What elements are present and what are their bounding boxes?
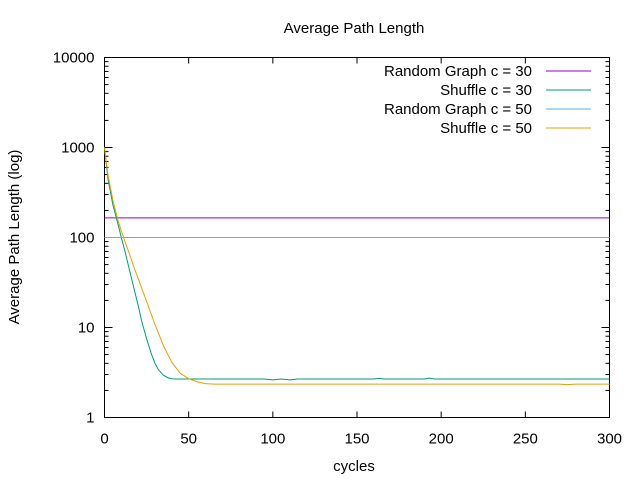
- y-tick-label: 1: [86, 410, 94, 427]
- legend-label: Shuffle c = 50: [440, 120, 532, 137]
- series-layer: [104, 147, 610, 386]
- x-tick-label: 200: [429, 431, 454, 448]
- series-line-4: [104, 147, 610, 386]
- chart-title: Average Path Length: [284, 20, 425, 37]
- x-tick-label: 50: [180, 431, 197, 448]
- series-line-2: [104, 147, 610, 381]
- x-tick-label: 0: [100, 431, 108, 448]
- x-axis-label: cycles: [333, 458, 375, 475]
- y-tick-label: 100: [69, 230, 94, 247]
- x-axis: 0 50 100 150 200 250 300: [100, 57, 622, 448]
- y-axis: 1 10 100 1000 10000: [53, 50, 610, 427]
- y-tick-label: 10000: [53, 50, 95, 67]
- x-tick-label: 150: [344, 431, 369, 448]
- y-axis-label: Average Path Length (log): [6, 150, 23, 325]
- y-tick-label: 10: [78, 320, 95, 337]
- legend-label: Random Graph c = 30: [384, 63, 532, 80]
- x-tick-label: 250: [513, 431, 538, 448]
- x-tick-label: 300: [597, 431, 622, 448]
- legend-label: Random Graph c = 50: [384, 101, 532, 118]
- legend-label: Shuffle c = 30: [440, 82, 532, 99]
- y-tick-label: 1000: [61, 140, 94, 157]
- legend: Random Graph c = 30 Shuffle c = 30 Random …: [384, 63, 591, 137]
- x-tick-label: 100: [260, 431, 285, 448]
